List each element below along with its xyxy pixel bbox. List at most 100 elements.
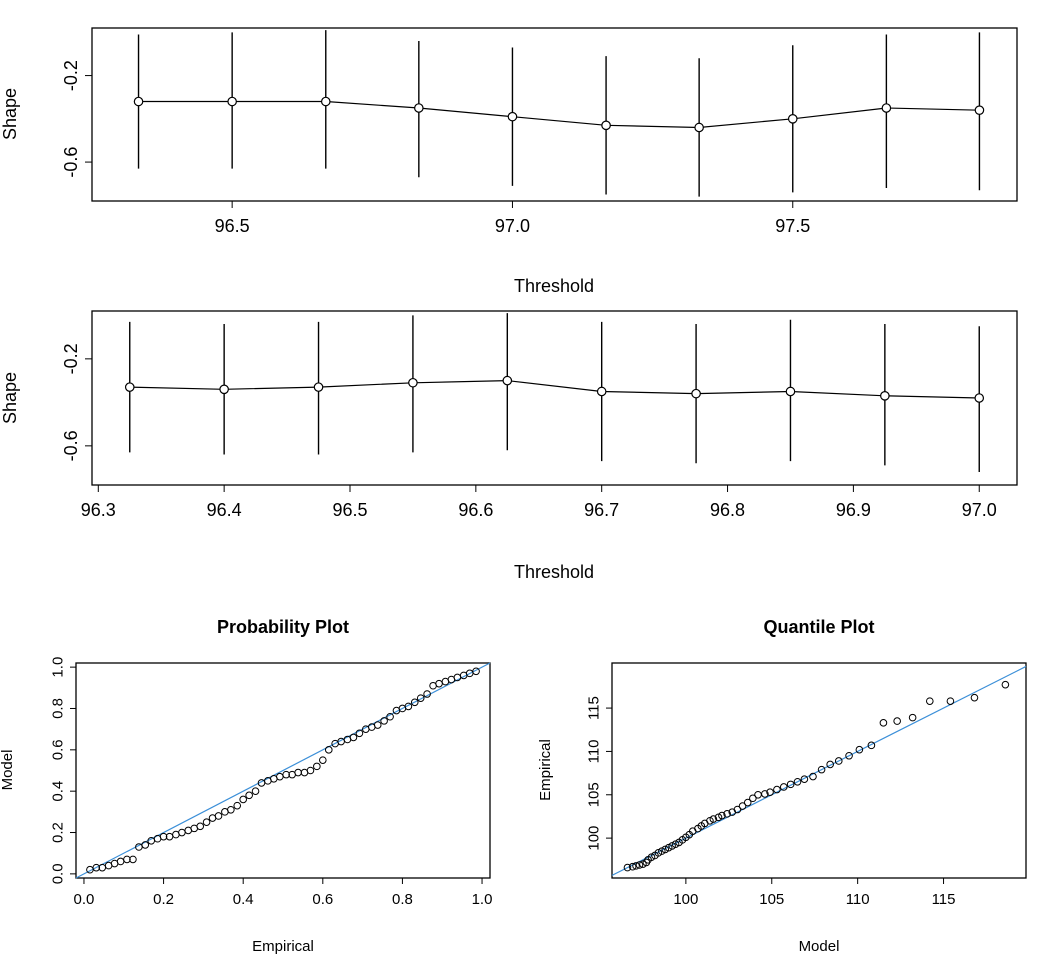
series-marks	[611, 665, 1027, 876]
y-tick-label: 0.4	[50, 781, 67, 802]
scatter-point	[733, 805, 742, 814]
scatter-point	[227, 805, 235, 814]
scatter-point	[738, 802, 747, 810]
y-tick-label: -0.6	[61, 147, 81, 178]
shape-estimate-point	[787, 114, 798, 124]
x-axis-ticks: 0.0 0.2 0.4 0.6 0.8 1.0	[74, 877, 493, 908]
x-axis-ticks: 100 105 110 115	[673, 877, 956, 908]
shape-estimate-point	[694, 122, 704, 133]
scatter-point	[773, 785, 781, 794]
shape-estimate-point	[974, 393, 985, 403]
y-tick-label: -0.2	[61, 60, 81, 91]
scatter-point	[233, 801, 242, 810]
scatter-point	[92, 863, 101, 872]
y-tick-label: 105	[586, 782, 603, 807]
scatter-point	[1001, 680, 1010, 689]
shape-estimate-point	[691, 388, 701, 399]
scatter-point	[355, 729, 364, 738]
scatter-point	[749, 794, 757, 803]
y-axis-ticks: -0.6 -0.2	[61, 343, 93, 461]
x-tick-label: 96.4	[207, 500, 242, 520]
shape-estimate-point	[313, 382, 324, 392]
scatter-point	[116, 857, 125, 866]
scatter-point	[817, 765, 826, 774]
series-marks	[75, 662, 491, 879]
scatter-point	[855, 745, 864, 754]
scatter-point	[196, 822, 204, 831]
shape-estimate-point	[881, 103, 892, 113]
chart-title: Probability Plot	[217, 617, 349, 637]
y-axis-label: Empirical	[537, 739, 554, 801]
x-tick-label: 0.4	[233, 891, 254, 908]
scatter-point	[908, 713, 917, 722]
scatter-point	[306, 766, 315, 775]
scatter-point	[472, 667, 480, 676]
scatter-point	[251, 787, 260, 795]
x-tick-label: 0.8	[392, 891, 413, 908]
y-tick-label: 110	[586, 739, 603, 763]
estimate-line	[129, 379, 980, 399]
scatter-point	[386, 712, 394, 721]
scatter-point	[239, 795, 247, 804]
x-tick-label: 1.0	[472, 891, 493, 908]
x-tick-label: 97.0	[495, 216, 530, 236]
y-axis-label: Shape	[0, 372, 20, 424]
shape-estimate-point	[507, 111, 518, 122]
scatter-point	[754, 790, 762, 799]
series-marks	[124, 313, 985, 472]
scatter-point	[809, 772, 817, 781]
scatter-point	[845, 751, 853, 760]
shape-estimate-point	[974, 105, 985, 115]
scatter-point	[214, 812, 223, 820]
scatter-point	[141, 841, 150, 849]
x-axis-label: Threshold	[514, 562, 594, 582]
scatter-point	[202, 818, 211, 826]
y-axis-ticks: 100 105 110 115	[586, 696, 613, 851]
scatter-point	[834, 757, 843, 765]
scatter-point	[723, 810, 731, 818]
y-tick-label: 100	[586, 826, 603, 851]
scatter-point	[282, 770, 290, 779]
scatter-point	[893, 717, 901, 725]
x-axis-label: Threshold	[514, 276, 594, 296]
reference-line	[75, 662, 491, 879]
y-tick-label: 0.8	[50, 698, 67, 719]
x-tick-label: 96.8	[710, 500, 745, 520]
shape-estimate-point	[133, 96, 144, 107]
scatter-point	[635, 861, 644, 869]
scatter-point	[786, 780, 795, 789]
scatter-point	[373, 721, 382, 729]
series-marks	[133, 30, 985, 197]
shape-estimate-point	[596, 386, 607, 397]
scatter-point	[319, 756, 327, 764]
x-tick-label: 110	[846, 891, 870, 908]
x-tick-label: 96.6	[458, 500, 493, 520]
scatter-point	[946, 697, 955, 705]
scatter-point	[416, 694, 425, 702]
scatter-point	[800, 775, 809, 783]
y-tick-label: 1.0	[50, 657, 67, 678]
scatter-point	[926, 697, 934, 705]
y-tick-label: -0.2	[61, 343, 81, 374]
scatter-point	[294, 768, 302, 777]
shape-estimate-point	[408, 377, 418, 388]
scatter-point	[867, 741, 876, 750]
panel-quantile-plot: Quantile Plot 100 105 110 115 100105110115 …	[537, 617, 1027, 955]
scatter-point	[410, 698, 419, 707]
shape-estimate-point	[785, 386, 796, 397]
scatter-point	[276, 772, 284, 781]
scatter-point	[718, 811, 726, 820]
scatter-point	[743, 798, 752, 807]
x-tick-label: 97.5	[775, 216, 810, 236]
scatter-point	[779, 783, 788, 791]
x-tick-label: 96.3	[81, 500, 116, 520]
scatter-point	[423, 690, 431, 698]
y-tick-label: 0.6	[50, 739, 67, 760]
shape-estimate-point	[320, 96, 331, 107]
reference-line	[611, 665, 1027, 876]
scatter-point	[628, 862, 637, 871]
x-tick-label: 97.0	[962, 500, 997, 520]
plot-frame	[91, 27, 1018, 202]
scatter-point	[879, 719, 888, 727]
